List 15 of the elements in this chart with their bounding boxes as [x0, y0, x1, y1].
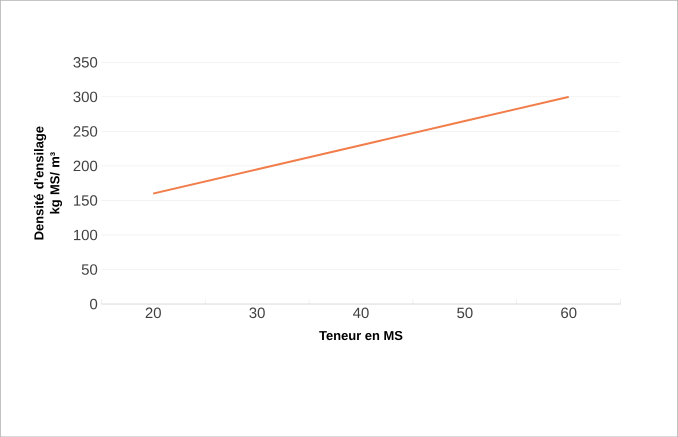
x-tick-label: 40: [353, 307, 369, 318]
x-tick-label: 20: [146, 307, 161, 318]
x-axis-title: Teneur en MS: [319, 330, 402, 340]
y-tick-label: 0: [90, 298, 98, 310]
x-tick-label: 60: [561, 307, 576, 318]
y-tick-label: 150: [74, 195, 98, 206]
y-tick-label: 50: [82, 264, 98, 275]
y-tick-label: 350: [73, 56, 98, 68]
x-tick-label: 30: [249, 307, 265, 318]
y-tick-label: 300: [73, 91, 98, 102]
y-tick-label: 200: [74, 160, 98, 172]
y-tick-label: 100: [74, 230, 98, 240]
y-tick-label: 250: [74, 126, 98, 137]
y-axis-title: Densité d’ensilage kg MS/ m³: [34, 126, 62, 240]
x-tick-label: 50: [457, 307, 473, 318]
